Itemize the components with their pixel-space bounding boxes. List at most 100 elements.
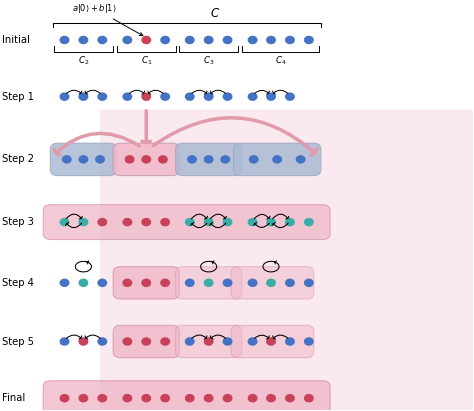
Circle shape [160, 279, 170, 287]
Circle shape [141, 337, 151, 346]
Circle shape [304, 394, 314, 402]
Circle shape [95, 155, 105, 164]
Circle shape [185, 218, 195, 226]
Circle shape [122, 279, 132, 287]
FancyBboxPatch shape [50, 143, 117, 175]
Circle shape [223, 218, 233, 226]
FancyBboxPatch shape [100, 110, 474, 411]
Circle shape [266, 279, 276, 287]
Circle shape [304, 337, 314, 346]
FancyBboxPatch shape [234, 143, 321, 175]
Text: $C_1$: $C_1$ [141, 55, 152, 67]
Circle shape [78, 92, 88, 101]
Text: $C$: $C$ [210, 7, 220, 20]
Circle shape [204, 92, 214, 101]
Circle shape [60, 36, 70, 44]
Circle shape [62, 155, 72, 164]
Circle shape [97, 92, 107, 101]
Circle shape [141, 36, 151, 44]
Circle shape [223, 394, 233, 402]
Circle shape [272, 155, 282, 164]
Circle shape [60, 218, 70, 226]
FancyBboxPatch shape [113, 267, 179, 299]
Circle shape [266, 337, 276, 346]
Circle shape [125, 155, 135, 164]
Text: Step 1: Step 1 [2, 92, 34, 102]
Circle shape [97, 279, 107, 287]
Circle shape [247, 279, 257, 287]
Circle shape [266, 394, 276, 402]
Circle shape [97, 337, 107, 346]
FancyBboxPatch shape [175, 267, 242, 299]
Circle shape [78, 394, 88, 402]
Circle shape [185, 279, 195, 287]
FancyBboxPatch shape [231, 326, 314, 358]
Circle shape [78, 218, 88, 226]
Circle shape [204, 36, 214, 44]
Text: Step 3: Step 3 [2, 217, 34, 227]
Circle shape [220, 155, 230, 164]
Circle shape [223, 279, 233, 287]
Circle shape [141, 218, 151, 226]
Circle shape [122, 218, 132, 226]
Circle shape [247, 394, 257, 402]
Circle shape [78, 337, 88, 346]
Circle shape [60, 394, 70, 402]
Circle shape [97, 394, 107, 402]
Circle shape [158, 155, 168, 164]
Circle shape [296, 155, 306, 164]
Circle shape [122, 92, 132, 101]
Circle shape [223, 92, 233, 101]
Circle shape [122, 394, 132, 402]
Circle shape [60, 279, 70, 287]
Text: $C_2$: $C_2$ [78, 55, 89, 67]
Circle shape [60, 337, 70, 346]
Circle shape [266, 36, 276, 44]
Circle shape [285, 218, 295, 226]
Circle shape [266, 92, 276, 101]
Circle shape [97, 218, 107, 226]
Circle shape [122, 337, 132, 346]
Text: $C_4$: $C_4$ [275, 55, 286, 67]
Circle shape [185, 36, 195, 44]
Circle shape [304, 36, 314, 44]
FancyBboxPatch shape [231, 267, 314, 299]
Circle shape [247, 337, 257, 346]
Circle shape [78, 279, 88, 287]
FancyBboxPatch shape [175, 326, 242, 358]
Circle shape [247, 218, 257, 226]
Circle shape [122, 36, 132, 44]
FancyBboxPatch shape [43, 381, 330, 411]
Circle shape [60, 92, 70, 101]
Circle shape [285, 92, 295, 101]
Circle shape [285, 279, 295, 287]
Circle shape [204, 218, 214, 226]
Text: Step 2: Step 2 [2, 155, 34, 164]
Circle shape [185, 337, 195, 346]
Circle shape [141, 394, 151, 402]
Circle shape [160, 394, 170, 402]
Circle shape [204, 279, 214, 287]
Text: Step 4: Step 4 [2, 278, 34, 288]
Circle shape [266, 218, 276, 226]
Circle shape [204, 155, 214, 164]
Circle shape [141, 92, 151, 101]
Circle shape [97, 36, 107, 44]
Circle shape [247, 36, 257, 44]
Text: $C_3$: $C_3$ [203, 55, 214, 67]
Circle shape [247, 92, 257, 101]
Circle shape [78, 36, 88, 44]
Circle shape [304, 279, 314, 287]
Circle shape [141, 155, 151, 164]
Circle shape [249, 155, 259, 164]
Circle shape [285, 337, 295, 346]
Text: Final: Final [2, 393, 26, 403]
Circle shape [160, 337, 170, 346]
FancyBboxPatch shape [113, 143, 179, 175]
Circle shape [285, 36, 295, 44]
Circle shape [141, 279, 151, 287]
Circle shape [160, 92, 170, 101]
Circle shape [285, 394, 295, 402]
FancyBboxPatch shape [113, 326, 179, 358]
Text: $a|0\rangle + b|1\rangle$: $a|0\rangle + b|1\rangle$ [72, 2, 143, 36]
